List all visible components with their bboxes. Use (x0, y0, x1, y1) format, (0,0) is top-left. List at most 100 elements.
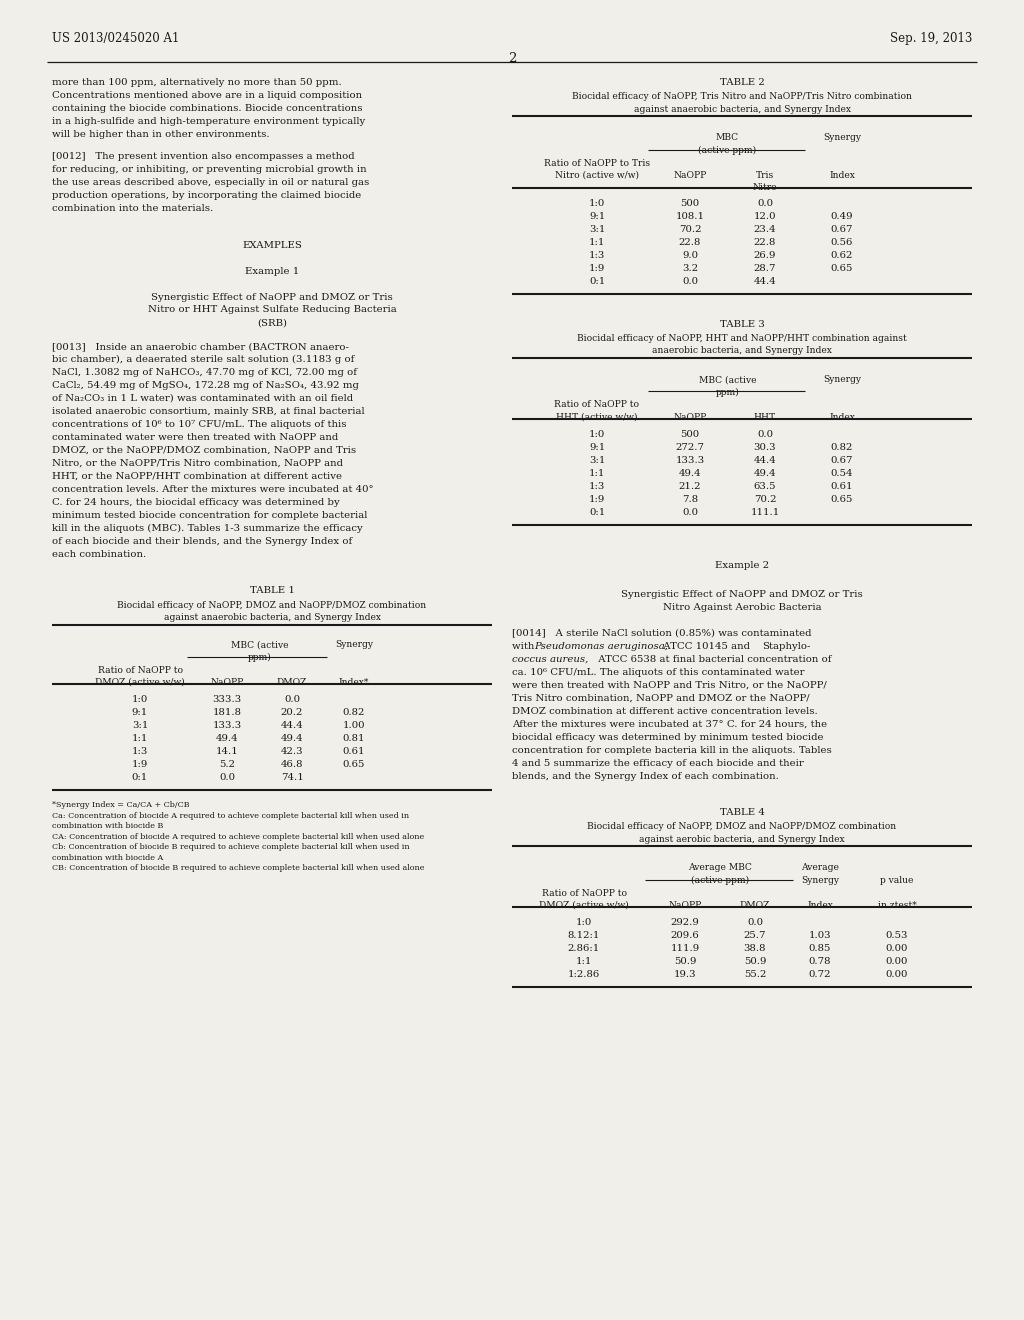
Text: DMOZ, or the NaOPP/DMOZ combination, NaOPP and Tris: DMOZ, or the NaOPP/DMOZ combination, NaO… (52, 446, 356, 455)
Text: 12.0: 12.0 (754, 213, 776, 220)
Text: Nitro (active w/w): Nitro (active w/w) (555, 172, 639, 180)
Text: TABLE 4: TABLE 4 (720, 808, 765, 817)
Text: Synergy: Synergy (823, 375, 861, 384)
Text: 44.4: 44.4 (281, 721, 303, 730)
Text: were then treated with NaOPP and Tris Nitro, or the NaOPP/: were then treated with NaOPP and Tris Ni… (512, 681, 826, 689)
Text: NaOPP: NaOPP (674, 172, 707, 180)
Text: Example 2: Example 2 (715, 561, 769, 570)
Text: 9:1: 9:1 (132, 708, 148, 717)
Text: each combination.: each combination. (52, 550, 146, 558)
Text: DMOZ: DMOZ (739, 900, 770, 909)
Text: 49.4: 49.4 (754, 469, 776, 478)
Text: Biocidal efficacy of NaOPP, DMOZ and NaOPP/DMOZ combination: Biocidal efficacy of NaOPP, DMOZ and NaO… (588, 822, 897, 832)
Text: 1:1: 1:1 (589, 238, 605, 247)
Text: kill in the aliquots (MBC). Tables 1-3 summarize the efficacy: kill in the aliquots (MBC). Tables 1-3 s… (52, 524, 362, 533)
Text: TABLE 1: TABLE 1 (250, 586, 295, 595)
Text: 3:1: 3:1 (132, 721, 148, 730)
Text: 44.4: 44.4 (754, 455, 776, 465)
Text: 4 and 5 summarize the efficacy of each biocide and their: 4 and 5 summarize the efficacy of each b… (512, 759, 804, 767)
Text: contaminated water were then treated with NaOPP and: contaminated water were then treated wit… (52, 433, 338, 442)
Text: (SRB): (SRB) (257, 318, 287, 327)
Text: Nitro, or the NaOPP/Tris Nitro combination, NaOPP and: Nitro, or the NaOPP/Tris Nitro combinati… (52, 459, 343, 467)
Text: 0.49: 0.49 (830, 213, 853, 220)
Text: 19.3: 19.3 (674, 970, 696, 979)
Text: 22.8: 22.8 (679, 238, 701, 247)
Text: 3:1: 3:1 (589, 455, 605, 465)
Text: containing the biocide combinations. Biocide concentrations: containing the biocide combinations. Bio… (52, 104, 362, 114)
Text: 49.4: 49.4 (679, 469, 701, 478)
Text: After the mixtures were incubated at 37° C. for 24 hours, the: After the mixtures were incubated at 37°… (512, 719, 827, 729)
Text: 25.7: 25.7 (743, 931, 766, 940)
Text: (active ppm): (active ppm) (691, 875, 750, 884)
Text: 1:2.86: 1:2.86 (568, 970, 600, 979)
Text: Index: Index (829, 172, 855, 180)
Text: 333.3: 333.3 (212, 694, 242, 704)
Text: in ztest*: in ztest* (878, 900, 916, 909)
Text: minimum tested biocide concentration for complete bacterial: minimum tested biocide concentration for… (52, 511, 368, 520)
Text: 46.8: 46.8 (281, 760, 303, 768)
Text: Ratio of NaOPP to: Ratio of NaOPP to (97, 665, 182, 675)
Text: 0.0: 0.0 (757, 429, 773, 438)
Text: 50.9: 50.9 (743, 957, 766, 966)
Text: 14.1: 14.1 (216, 747, 239, 756)
Text: 20.2: 20.2 (281, 708, 303, 717)
Text: Biocidal efficacy of NaOPP, HHT and NaOPP/HHT combination against: Biocidal efficacy of NaOPP, HHT and NaOP… (578, 334, 907, 343)
Text: HHT, or the NaOPP/HHT combination at different active: HHT, or the NaOPP/HHT combination at dif… (52, 471, 342, 480)
Text: Biocidal efficacy of NaOPP, Tris Nitro and NaOPP/Tris Nitro combination: Biocidal efficacy of NaOPP, Tris Nitro a… (572, 92, 912, 102)
Text: 3.2: 3.2 (682, 264, 698, 273)
Text: 63.5: 63.5 (754, 482, 776, 491)
Text: 0.56: 0.56 (830, 238, 853, 247)
Text: 0.82: 0.82 (343, 708, 366, 717)
Text: 1:3: 1:3 (589, 482, 605, 491)
Text: 0:1: 0:1 (589, 277, 605, 286)
Text: 49.4: 49.4 (216, 734, 239, 743)
Text: MBC (active: MBC (active (698, 375, 757, 384)
Text: Index: Index (807, 900, 833, 909)
Text: 5.2: 5.2 (219, 760, 234, 768)
Text: 0.62: 0.62 (830, 251, 853, 260)
Text: Pseudomonas aeruginosa,: Pseudomonas aeruginosa, (534, 642, 668, 651)
Text: 0.0: 0.0 (757, 199, 773, 209)
Text: biocidal efficacy was determined by minimum tested biocide: biocidal efficacy was determined by mini… (512, 733, 823, 742)
Text: Ratio of NaOPP to: Ratio of NaOPP to (555, 400, 640, 409)
Text: 1:1: 1:1 (589, 469, 605, 478)
Text: [0012]   The present invention also encompasses a method: [0012] The present invention also encomp… (52, 152, 354, 161)
Text: 0.61: 0.61 (343, 747, 366, 756)
Text: 0.65: 0.65 (343, 760, 366, 768)
Text: against anaerobic bacteria, and Synergy Index: against anaerobic bacteria, and Synergy … (634, 104, 851, 114)
Text: Synergy: Synergy (335, 640, 373, 649)
Text: 0.82: 0.82 (830, 442, 853, 451)
Text: 0.0: 0.0 (682, 508, 698, 516)
Text: p value: p value (881, 875, 913, 884)
Text: 1:9: 1:9 (132, 760, 148, 768)
Text: Concentrations mentioned above are in a liquid composition: Concentrations mentioned above are in a … (52, 91, 362, 100)
Text: 1.00: 1.00 (343, 721, 366, 730)
Text: 1:9: 1:9 (589, 264, 605, 273)
Text: 7.8: 7.8 (682, 495, 698, 504)
Text: concentration levels. After the mixtures were incubated at 40°: concentration levels. After the mixtures… (52, 484, 374, 494)
Text: DMOZ: DMOZ (276, 678, 307, 686)
Text: 23.4: 23.4 (754, 224, 776, 234)
Text: Average MBC: Average MBC (688, 863, 752, 873)
Text: 0.0: 0.0 (219, 772, 234, 781)
Text: 1:1: 1:1 (132, 734, 148, 743)
Text: Nitro Against Aerobic Bacteria: Nitro Against Aerobic Bacteria (663, 602, 821, 611)
Text: Cb: Concentration of biocide B required to achieve complete bacterial kill when : Cb: Concentration of biocide B required … (52, 843, 410, 851)
Text: 9:1: 9:1 (589, 442, 605, 451)
Text: 0:1: 0:1 (132, 772, 148, 781)
Text: 1.03: 1.03 (809, 931, 831, 940)
Text: 0.00: 0.00 (886, 957, 908, 966)
Text: 500: 500 (680, 429, 699, 438)
Text: for reducing, or inhibiting, or preventing microbial growth in: for reducing, or inhibiting, or preventi… (52, 165, 367, 174)
Text: C. for 24 hours, the biocidal efficacy was determined by: C. for 24 hours, the biocidal efficacy w… (52, 498, 340, 507)
Text: 0.61: 0.61 (830, 482, 853, 491)
Text: CA: Concentration of biocide A required to achieve complete bacterial kill when : CA: Concentration of biocide A required … (52, 833, 424, 841)
Text: CB: Concentration of biocide B required to achieve complete bacterial kill when : CB: Concentration of biocide B required … (52, 865, 425, 873)
Text: NaOPP: NaOPP (669, 900, 701, 909)
Text: *Synergy Index = Ca/CA + Cb/CB: *Synergy Index = Ca/CA + Cb/CB (52, 801, 189, 809)
Text: 9.0: 9.0 (682, 251, 698, 260)
Text: 3:1: 3:1 (589, 224, 605, 234)
Text: 111.1: 111.1 (751, 508, 779, 516)
Text: 2: 2 (508, 51, 516, 65)
Text: ppm): ppm) (248, 652, 271, 661)
